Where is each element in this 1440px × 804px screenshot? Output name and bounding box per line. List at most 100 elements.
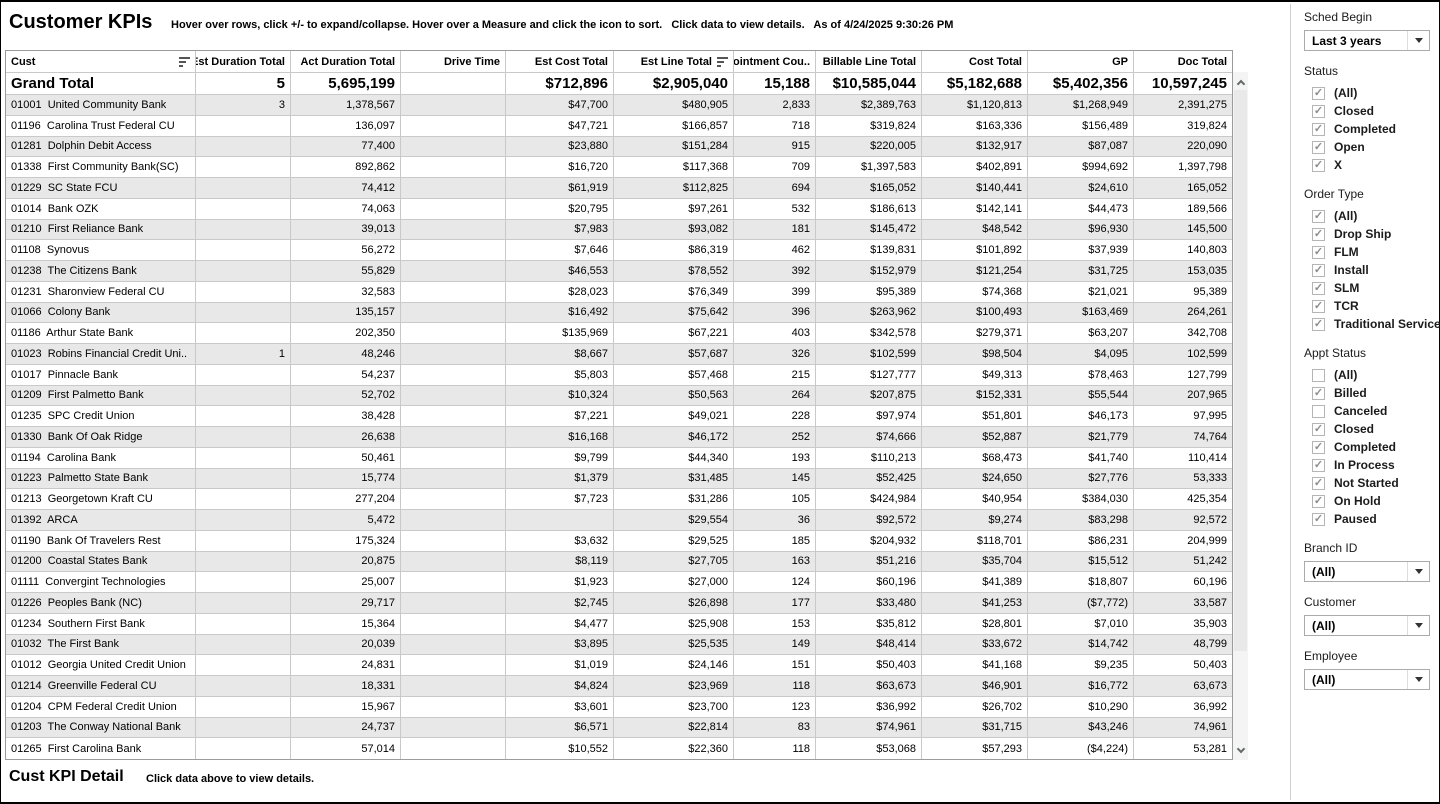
table-cell[interactable]: 24,737: [291, 717, 401, 739]
column-header-act-duration-total[interactable]: Act Duration Total: [291, 51, 401, 73]
table-cell[interactable]: $78,552: [614, 261, 734, 282]
table-cell[interactable]: [196, 240, 291, 261]
table-cell[interactable]: $51,801: [922, 406, 1028, 427]
table-cell[interactable]: [401, 593, 506, 614]
customer-cell[interactable]: 01014 Bank OZK: [6, 198, 196, 220]
table-cell[interactable]: 277,204: [291, 489, 401, 510]
table-cell[interactable]: $43,246: [1028, 717, 1134, 739]
table-cell[interactable]: [196, 613, 291, 635]
table-cell[interactable]: [196, 717, 291, 739]
table-cell[interactable]: 123: [734, 696, 816, 718]
table-cell[interactable]: $95,389: [816, 281, 922, 303]
table-cell[interactable]: [196, 157, 291, 178]
grand-total-cell[interactable]: 15,188: [734, 73, 816, 95]
table-cell[interactable]: 3: [196, 95, 291, 116]
table-cell[interactable]: [196, 738, 291, 759]
table-cell[interactable]: [196, 136, 291, 158]
table-cell[interactable]: 153,035: [1134, 261, 1232, 282]
table-cell[interactable]: 264,261: [1134, 302, 1232, 324]
table-cell[interactable]: $24,610: [1028, 178, 1134, 199]
table-cell[interactable]: $68,473: [922, 447, 1028, 469]
table-cell[interactable]: $4,095: [1028, 344, 1134, 365]
checkbox-checked-icon[interactable]: ✓: [1312, 281, 1325, 295]
table-cell[interactable]: 48,246: [291, 344, 401, 365]
table-cell[interactable]: [401, 738, 506, 759]
checkbox-item-all[interactable]: ✓ (All): [1312, 84, 1429, 102]
table-cell[interactable]: $132,917: [922, 136, 1028, 158]
table-cell[interactable]: 60,196: [1134, 572, 1232, 593]
table-cell[interactable]: $97,974: [816, 406, 922, 427]
table-cell[interactable]: [196, 302, 291, 324]
table-cell[interactable]: $100,493: [922, 302, 1028, 324]
checkbox-item-x[interactable]: ✓ X: [1312, 156, 1429, 174]
table-cell[interactable]: [401, 676, 506, 697]
customer-cell[interactable]: 01111 Convergint Technologies: [6, 572, 196, 593]
table-cell[interactable]: [401, 489, 506, 510]
table-cell[interactable]: ($4,224): [1028, 738, 1134, 759]
table-cell[interactable]: 51,242: [1134, 551, 1232, 573]
table-cell[interactable]: 136,097: [291, 115, 401, 137]
table-cell[interactable]: 207,965: [1134, 385, 1232, 407]
table-cell[interactable]: 319,824: [1134, 115, 1232, 137]
table-cell[interactable]: $44,473: [1028, 198, 1134, 220]
table-row[interactable]: 01223 Palmetto State Bank 15,774 $1,379 $31…: [6, 468, 1232, 490]
checkbox-item-completed[interactable]: ✓ Completed: [1312, 120, 1429, 138]
customer-cell[interactable]: 01210 First Reliance Bank: [6, 219, 196, 241]
table-cell[interactable]: $26,702: [922, 696, 1028, 718]
table-cell[interactable]: $7,646: [506, 240, 614, 261]
table-cell[interactable]: [401, 468, 506, 490]
table-cell[interactable]: 74,063: [291, 198, 401, 220]
table-cell[interactable]: $20,795: [506, 198, 614, 220]
table-cell[interactable]: 165,052: [1134, 178, 1232, 199]
table-cell[interactable]: $63,673: [816, 676, 922, 697]
table-cell[interactable]: $186,613: [816, 198, 922, 220]
grand-total-row[interactable]: Grand Total 5 5,695,199 $712,896 $2,905,040 1…: [6, 73, 1232, 95]
table-row[interactable]: 01023 Robins Financial Credit Uni.. 1 48,2…: [6, 344, 1232, 365]
table-cell[interactable]: $994,692: [1028, 157, 1134, 178]
table-cell[interactable]: 145,500: [1134, 219, 1232, 241]
table-cell[interactable]: $60,196: [816, 572, 922, 593]
table-cell[interactable]: 36,992: [1134, 696, 1232, 718]
table-cell[interactable]: 118: [734, 676, 816, 697]
column-header-est-cost-total[interactable]: Est Cost Total: [506, 51, 614, 73]
table-cell[interactable]: $16,492: [506, 302, 614, 324]
table-cell[interactable]: [401, 717, 506, 739]
table-cell[interactable]: 52,702: [291, 385, 401, 407]
table-cell[interactable]: 228: [734, 406, 816, 427]
customer-cell[interactable]: 01234 Southern First Bank: [6, 613, 196, 635]
table-cell[interactable]: [401, 178, 506, 199]
table-cell[interactable]: 15,774: [291, 468, 401, 490]
checkbox-item-completed[interactable]: ✓ Completed: [1312, 438, 1429, 456]
table-cell[interactable]: [196, 551, 291, 573]
table-cell[interactable]: [506, 510, 614, 531]
table-cell[interactable]: [196, 385, 291, 407]
table-cell[interactable]: $41,253: [922, 593, 1028, 614]
table-cell[interactable]: 110,414: [1134, 447, 1232, 469]
dropdown-button[interactable]: [1407, 31, 1429, 50]
column-header-billable-line-total[interactable]: Billable Line Total: [816, 51, 922, 73]
checkbox-item-closed[interactable]: ✓ Closed: [1312, 102, 1429, 120]
table-cell[interactable]: [196, 261, 291, 282]
checkbox-item-slm[interactable]: ✓ SLM: [1312, 279, 1429, 297]
table-cell[interactable]: [401, 447, 506, 469]
table-cell[interactable]: 342,708: [1134, 323, 1232, 344]
table-cell[interactable]: $75,642: [614, 302, 734, 324]
dropdown-button[interactable]: [1407, 670, 1429, 689]
table-cell[interactable]: 97,995: [1134, 406, 1232, 427]
table-cell[interactable]: $2,745: [506, 593, 614, 614]
table-cell[interactable]: $86,231: [1028, 530, 1134, 552]
table-cell[interactable]: [196, 427, 291, 448]
table-cell[interactable]: $1,379: [506, 468, 614, 490]
table-cell[interactable]: [196, 178, 291, 199]
customer-cell[interactable]: 01186 Arthur State Bank: [6, 323, 196, 344]
checkbox-item-flm[interactable]: ✓ FLM: [1312, 243, 1429, 261]
table-cell[interactable]: 220,090: [1134, 136, 1232, 158]
scroll-up-button[interactable]: [1233, 74, 1248, 90]
table-cell[interactable]: $3,601: [506, 696, 614, 718]
table-cell[interactable]: $23,700: [614, 696, 734, 718]
table-cell[interactable]: $27,705: [614, 551, 734, 573]
table-cell[interactable]: 1: [196, 344, 291, 365]
table-cell[interactable]: 56,272: [291, 240, 401, 261]
table-cell[interactable]: $7,221: [506, 406, 614, 427]
table-cell[interactable]: $46,553: [506, 261, 614, 282]
